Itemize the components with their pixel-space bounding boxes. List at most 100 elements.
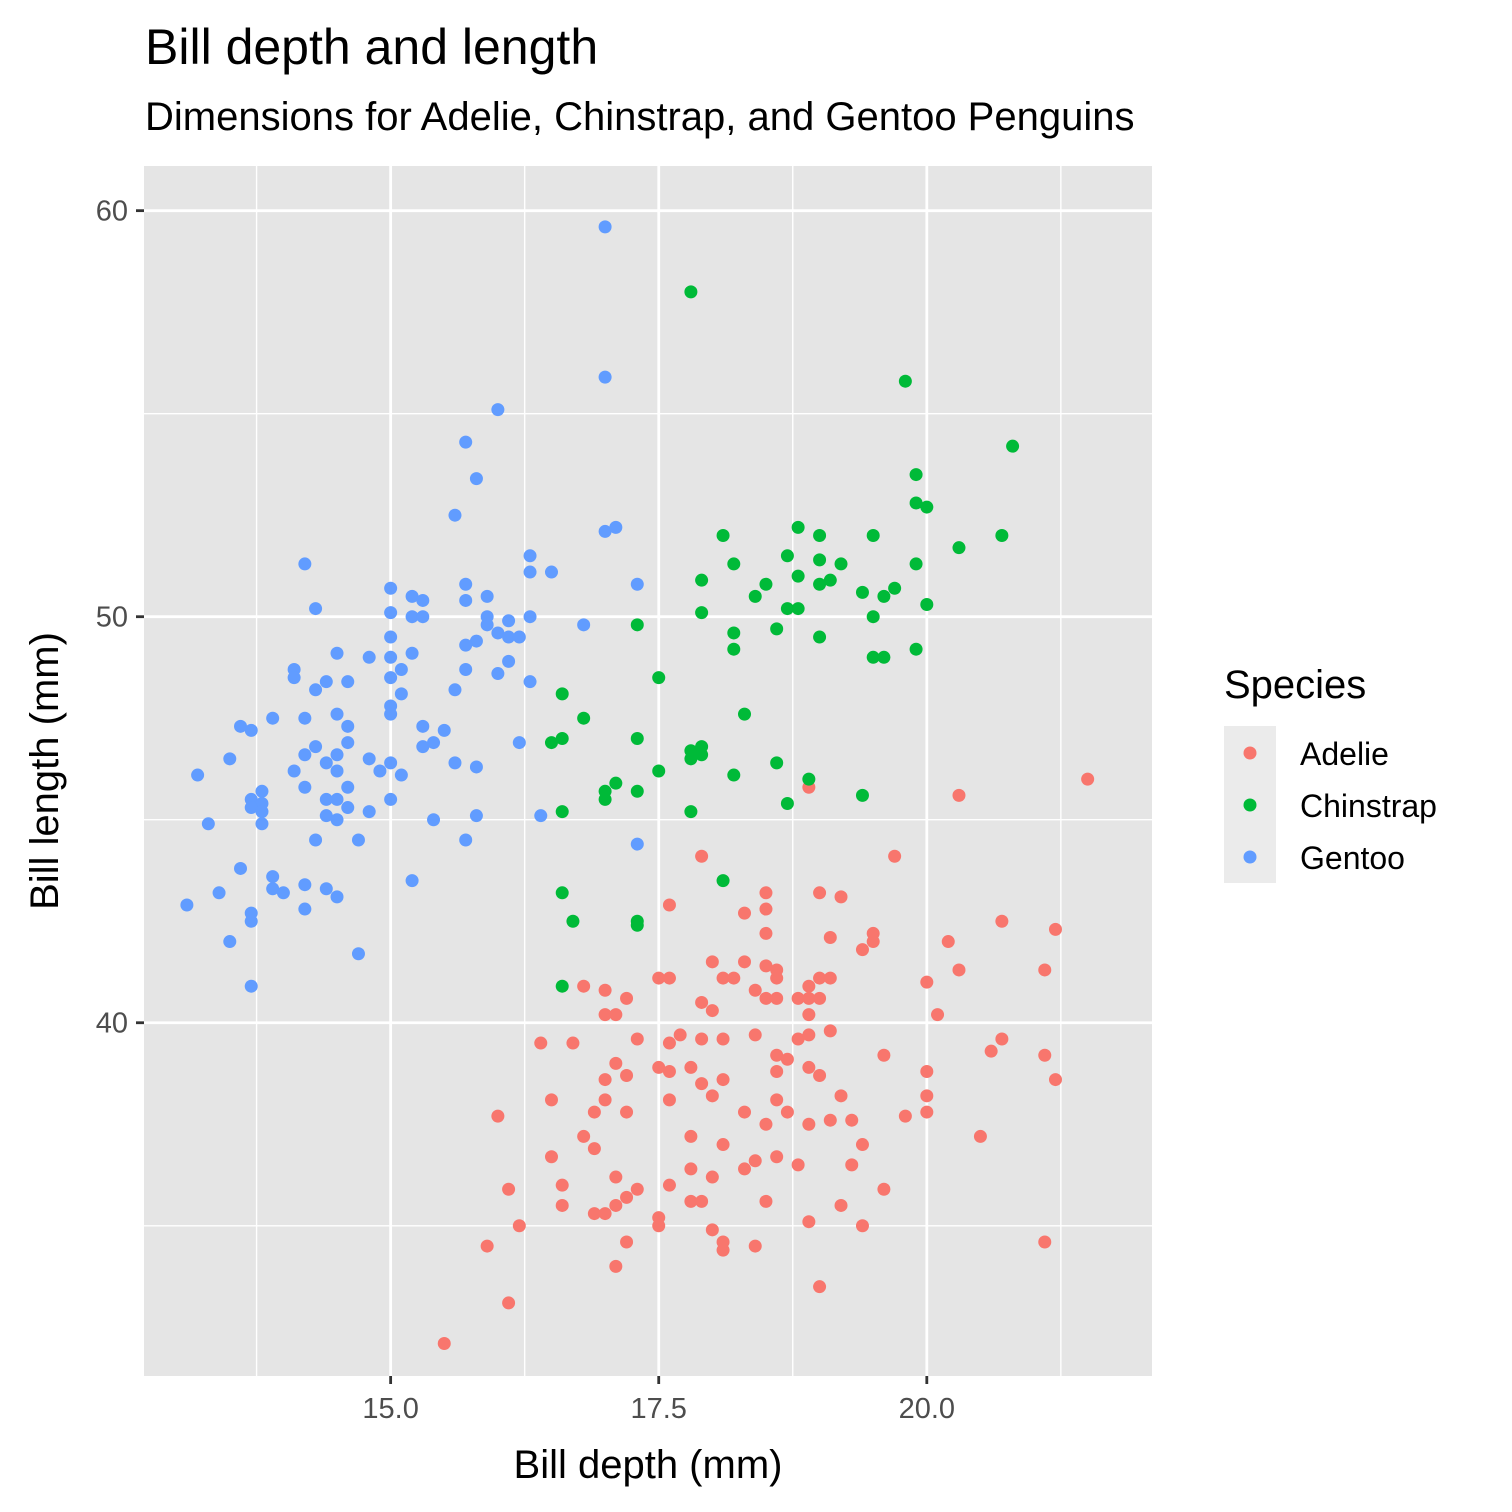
data-point (630, 1182, 644, 1196)
data-point (319, 882, 333, 896)
data-point (866, 610, 880, 624)
data-point (341, 719, 355, 733)
data-point (716, 528, 730, 542)
data-point (920, 598, 934, 612)
data-point (877, 650, 891, 664)
data-point (502, 654, 516, 668)
data-point (394, 768, 408, 782)
data-point (855, 1138, 869, 1152)
legend-entries: Adelie Chinstrap Gentoo (1243, 736, 1437, 876)
y-tick-label: 60 (96, 196, 128, 228)
data-point (727, 626, 741, 640)
data-point (791, 520, 805, 534)
data-point (384, 630, 398, 644)
data-point (759, 886, 773, 900)
data-point (598, 1093, 612, 1107)
y-axis-title: Bill length (mm) (23, 632, 67, 910)
data-point (684, 1194, 698, 1208)
data-point (620, 1069, 634, 1083)
data-point (855, 585, 869, 599)
data-point (523, 675, 537, 689)
data-point (855, 788, 869, 802)
data-point (931, 1008, 945, 1022)
data-point (662, 1093, 676, 1107)
data-point (834, 1089, 848, 1103)
data-point (394, 687, 408, 701)
data-point (341, 675, 355, 689)
data-point (748, 1154, 762, 1168)
y-axis: 40 50 60 (96, 196, 144, 1040)
data-point (427, 736, 441, 750)
data-point (512, 1219, 526, 1233)
data-point (201, 817, 215, 831)
data-point (834, 557, 848, 571)
data-point (566, 914, 580, 928)
data-point (802, 772, 816, 786)
data-point (813, 1280, 827, 1294)
data-point (577, 1129, 591, 1143)
data-point (523, 549, 537, 563)
data-point (330, 792, 344, 806)
data-point (276, 886, 290, 900)
data-point (716, 1032, 730, 1046)
data-point (695, 606, 709, 620)
data-point (502, 614, 516, 628)
data-point (834, 1198, 848, 1212)
data-point (738, 906, 752, 920)
data-point (770, 963, 784, 977)
data-point (620, 1235, 634, 1249)
series-chinstrap (544, 285, 1020, 993)
data-point (609, 1056, 623, 1070)
data-point (823, 1024, 837, 1038)
data-point (609, 1259, 623, 1273)
data-point (877, 1048, 891, 1062)
data-point (287, 671, 301, 685)
data-point (813, 1069, 827, 1083)
data-point (405, 610, 419, 624)
data-point (823, 573, 837, 587)
legend-title: Species (1224, 663, 1366, 707)
data-point (662, 971, 676, 985)
data-point (330, 646, 344, 660)
data-point (448, 756, 462, 770)
data-point (759, 926, 773, 940)
data-point (502, 630, 516, 644)
data-point (866, 650, 880, 664)
data-point (716, 971, 730, 985)
data-point (705, 1089, 719, 1103)
data-point (298, 902, 312, 916)
data-point (555, 1198, 569, 1212)
data-point (598, 1073, 612, 1087)
data-point (684, 805, 698, 819)
data-point (298, 557, 312, 571)
minor-gridlines (144, 166, 1152, 1376)
data-point (952, 963, 966, 977)
data-point (652, 1060, 666, 1074)
data-point (523, 610, 537, 624)
data-point (716, 1235, 730, 1249)
data-point (823, 930, 837, 944)
data-point (298, 711, 312, 725)
data-point (598, 983, 612, 997)
data-point (1038, 1048, 1052, 1062)
data-point (791, 569, 805, 583)
data-point (309, 833, 323, 847)
data-point (855, 943, 869, 957)
data-point (405, 874, 419, 888)
data-point (662, 1036, 676, 1050)
data-point (1081, 772, 1095, 786)
data-point (759, 991, 773, 1005)
data-point (620, 1190, 634, 1204)
data-point (770, 1150, 784, 1164)
data-point (1038, 1235, 1052, 1249)
data-point (244, 801, 258, 815)
data-point (845, 1113, 859, 1127)
data-point (512, 736, 526, 750)
data-point (813, 553, 827, 567)
data-point (459, 577, 473, 591)
data-point (609, 1170, 623, 1184)
data-point (630, 784, 644, 798)
data-point (330, 707, 344, 721)
data-point (577, 711, 591, 725)
